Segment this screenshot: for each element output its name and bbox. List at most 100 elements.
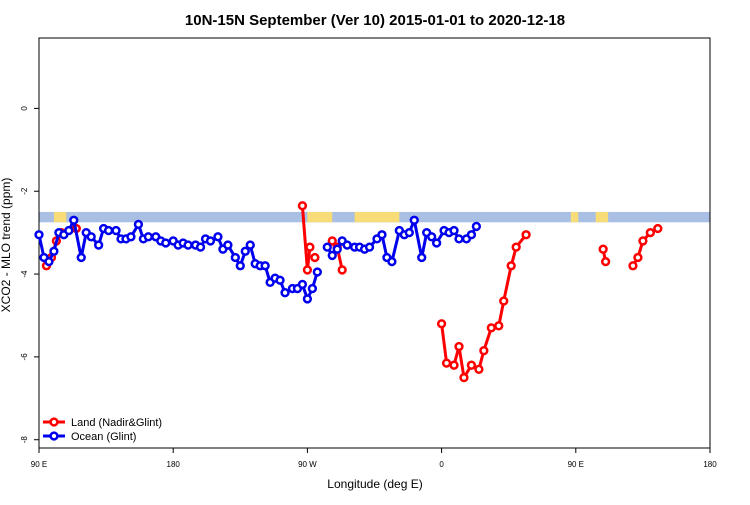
ocean-point — [409, 215, 419, 225]
series-ocean — [34, 215, 482, 304]
ocean-point — [49, 246, 59, 256]
ocean-point — [327, 250, 337, 261]
ocean-point — [466, 230, 477, 240]
land-mask-segment — [570, 211, 579, 223]
ocean-point — [471, 221, 482, 232]
ocean-point — [302, 294, 313, 304]
ocean-point — [205, 236, 216, 246]
land-point — [645, 227, 656, 238]
ocean-point — [143, 232, 153, 242]
land-point — [494, 321, 504, 331]
land-point — [633, 252, 643, 263]
land-point — [598, 244, 608, 254]
plot-frame — [38, 37, 711, 449]
ocean-point — [417, 252, 427, 263]
ocean-point — [275, 275, 285, 285]
land-point — [337, 265, 347, 275]
legend-label-land: Land (Nadir&Glint) — [71, 417, 162, 429]
ocean-point — [245, 240, 255, 250]
land-point — [511, 242, 521, 252]
land-point — [297, 201, 308, 211]
ocean-point — [213, 232, 223, 242]
ocean-point — [195, 242, 206, 252]
ocean-point — [64, 225, 74, 236]
x-axis-label: Longitude (deg E) — [327, 477, 422, 491]
ocean-point — [34, 230, 44, 240]
ocean-point — [427, 232, 437, 242]
y-tick-label: -4 — [20, 270, 29, 278]
land-mask-segment — [307, 211, 333, 223]
land-point — [521, 230, 531, 240]
ocean-point — [449, 225, 459, 236]
ocean-point — [93, 240, 104, 250]
land-point — [474, 364, 484, 374]
y-tick-label: -6 — [20, 353, 29, 361]
ocean-point — [44, 256, 54, 267]
x-tick-label: 180 — [703, 460, 717, 469]
land-mask-segment — [595, 211, 609, 223]
land-point — [441, 358, 452, 368]
land-point — [486, 323, 496, 333]
ocean-point — [183, 240, 193, 250]
land-point — [327, 236, 337, 246]
ocean-point — [230, 252, 240, 263]
legend-marker-land — [49, 417, 59, 427]
ocean-point — [280, 288, 290, 298]
x-tick-label: 90 E — [31, 460, 47, 469]
land-point — [479, 346, 489, 356]
land-point — [653, 223, 663, 234]
land-line — [440, 233, 528, 380]
ocean-point — [364, 242, 375, 252]
ocean-point — [377, 230, 387, 240]
ocean-point — [297, 279, 308, 290]
land-point — [459, 372, 469, 383]
ocean-point — [404, 227, 414, 238]
ocean-point — [69, 215, 79, 225]
y-tick-label: 0 — [20, 106, 29, 111]
ocean-point — [332, 244, 342, 254]
y-tick-label: -2 — [20, 187, 29, 195]
ocean-point — [111, 225, 121, 236]
land-point — [466, 360, 477, 370]
legend-label-ocean: Ocean (Glint) — [71, 431, 136, 443]
ocean-point — [431, 238, 442, 248]
land-point — [628, 261, 638, 271]
y-tick-label: -8 — [20, 436, 29, 444]
land-point — [454, 341, 464, 352]
ocean-point — [161, 238, 171, 248]
land-point — [506, 261, 516, 271]
x-tick-label: 0 — [439, 460, 444, 469]
land-point — [305, 242, 315, 252]
ocean-point — [126, 232, 136, 242]
x-tick-label: 180 — [167, 460, 181, 469]
land-point — [638, 236, 648, 246]
ocean-point — [76, 252, 86, 263]
ocean-point — [322, 242, 332, 252]
y-axis-label: XCO2 - MLO trend (ppm) — [0, 178, 13, 313]
x-tick-label: 90 E — [568, 460, 584, 469]
ocean-point — [103, 225, 114, 236]
ocean-point — [387, 256, 397, 267]
ocean-point — [260, 261, 270, 271]
land-point — [499, 296, 509, 306]
land-point — [600, 256, 611, 267]
ocean-point — [312, 267, 322, 277]
legend-marker-ocean — [49, 431, 59, 441]
ocean-point — [86, 232, 96, 242]
land-mask-segment — [354, 211, 400, 223]
land-point — [302, 265, 313, 275]
land-mask-segment — [53, 211, 67, 223]
x-tick-label: 90 W — [298, 460, 317, 469]
chart-title: 10N-15N September (Ver 10) 2015-01-01 to… — [185, 12, 565, 29]
ocean-point — [223, 240, 233, 250]
land-point — [436, 319, 447, 329]
land-point — [310, 252, 320, 263]
land-point — [449, 360, 459, 370]
ocean-point — [133, 219, 144, 230]
ocean-point — [454, 234, 464, 244]
ocean-point — [307, 283, 318, 294]
plot-area: 90 E 180 90 W 0 90 E 180 0 -2 -4 -6 -8 Land (Nadir&… — [20, 37, 717, 469]
ocean-point — [240, 246, 250, 256]
